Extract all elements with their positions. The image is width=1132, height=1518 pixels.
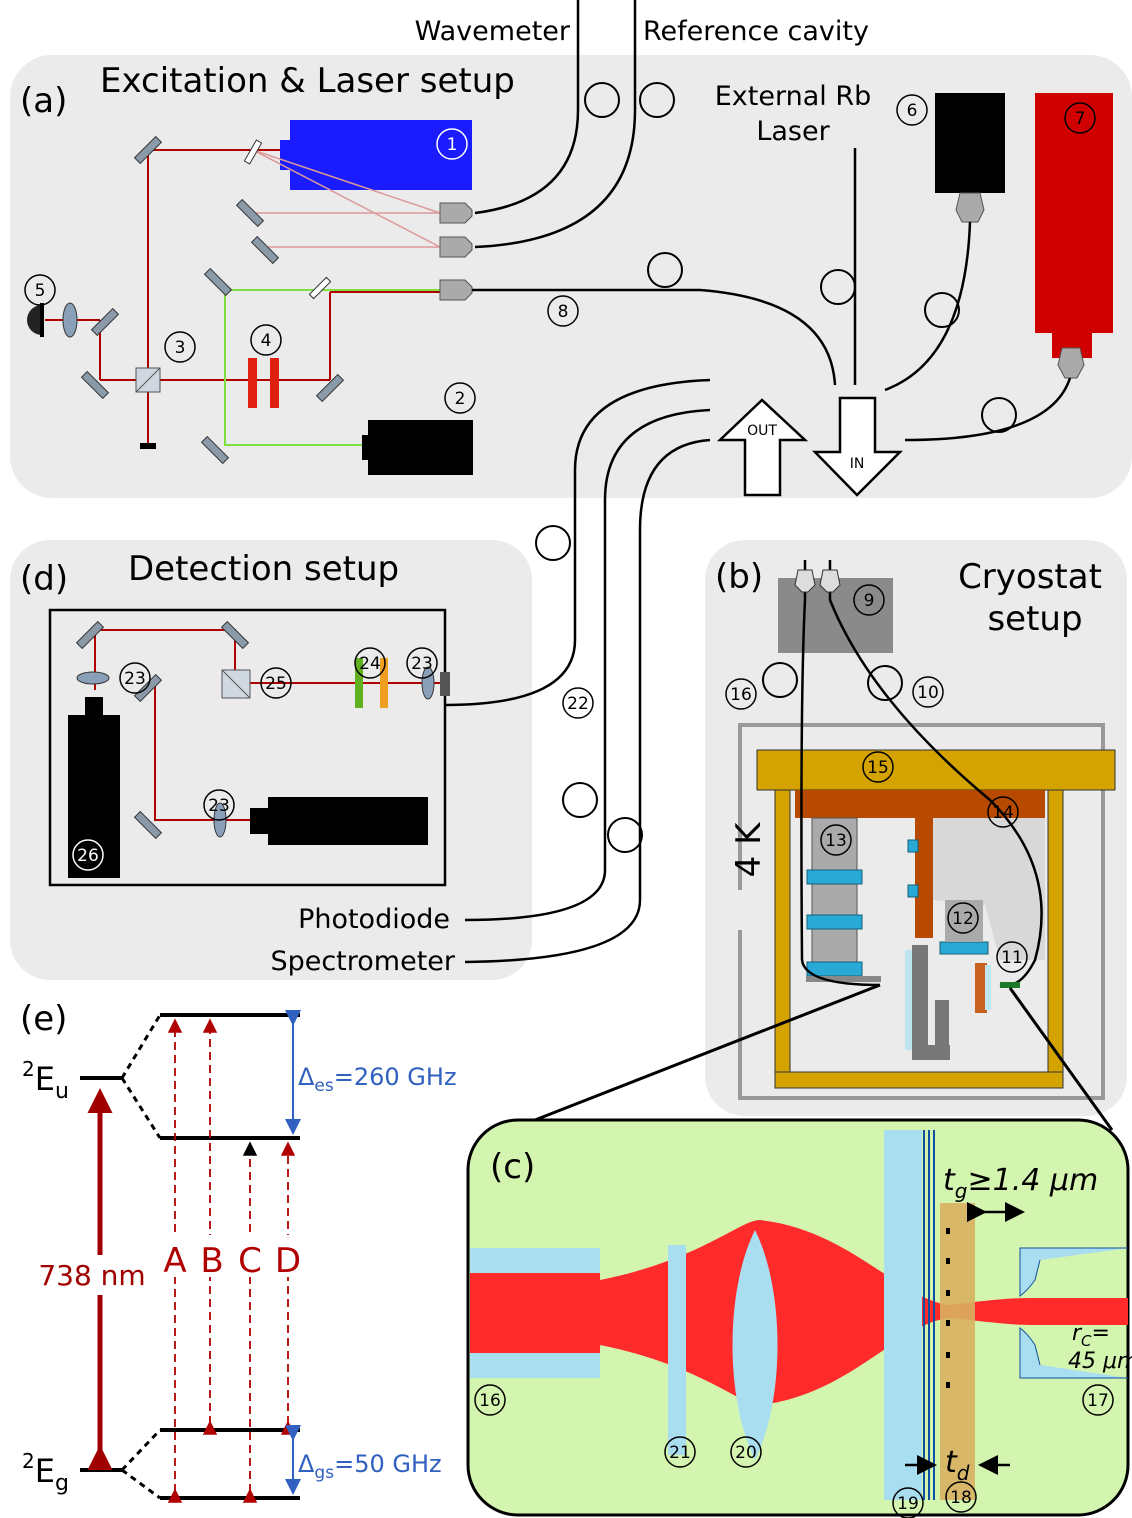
panel-tag: (c): [490, 1147, 535, 1187]
laser: [368, 420, 473, 475]
marker-label: 10: [917, 683, 939, 703]
marker-label: 21: [669, 1443, 691, 1463]
marker-label: 14: [992, 803, 1014, 823]
transition-label: D: [275, 1241, 301, 1281]
marker-label: 23: [124, 669, 146, 689]
label: 738 nm: [38, 1259, 145, 1292]
marker-label: 11: [1001, 948, 1023, 968]
marker-label: 9: [864, 591, 875, 611]
label: Wavemeter: [415, 16, 571, 47]
figure: Wavemeter Reference cavity (a) Excitatio…: [0, 0, 1132, 1518]
marker-label: 16: [730, 685, 752, 705]
marker-label: 17: [1087, 1391, 1109, 1411]
panel-title: Excitation & Laser setup: [100, 61, 515, 101]
label: 45 μm: [1068, 1349, 1132, 1374]
marker-label: 23: [208, 796, 230, 816]
marker-label: 3: [175, 338, 186, 358]
marker-label: 13: [825, 831, 847, 851]
transition-label: A: [163, 1241, 186, 1281]
label: 4 K: [729, 821, 769, 877]
marker-label: 7: [1075, 109, 1086, 129]
marker-label: 20: [735, 1443, 757, 1463]
label: External Rb: [715, 81, 872, 112]
panel-tag: (b): [715, 557, 763, 597]
label: IN: [850, 456, 865, 472]
label: Reference cavity: [643, 16, 869, 47]
panel-tag: (d): [20, 559, 68, 599]
panel-title: Detection setup: [128, 549, 399, 589]
marker-label: 26: [77, 846, 99, 866]
marker-label: 23: [411, 654, 433, 674]
marker-label: 19: [897, 1494, 919, 1514]
marker-label: 6: [907, 101, 918, 121]
marker-label: 12: [952, 909, 974, 929]
marker-label: 15: [867, 758, 889, 778]
panel-title: Cryostat: [958, 557, 1102, 597]
label: Δgs=50 GHz: [298, 1450, 442, 1483]
label: Laser: [756, 116, 830, 147]
label: rC=: [1072, 1321, 1110, 1350]
label: OUT: [747, 423, 777, 439]
label: Δes=260 GHz: [298, 1063, 457, 1096]
transition-label: C: [238, 1241, 262, 1281]
panel-title: setup: [987, 599, 1082, 639]
panel-tag: (a): [20, 81, 67, 121]
marker-label: 5: [35, 281, 46, 301]
panel-tag: (e): [20, 999, 67, 1039]
label: Photodiode: [298, 904, 450, 935]
marker-label: 1: [447, 135, 458, 155]
level-label: 2Eu: [22, 1057, 69, 1104]
marker-label: 2: [455, 389, 466, 409]
label: Spectrometer: [270, 946, 455, 977]
level-label: 2Eg: [22, 1449, 69, 1496]
marker-label: 26: [399, 816, 421, 836]
marker-label: 4: [261, 331, 272, 351]
transition-label: B: [200, 1241, 223, 1281]
marker-label: 18: [950, 1488, 972, 1508]
marker-label: 24: [359, 654, 381, 674]
marker-label: 16: [479, 1391, 501, 1411]
marker-label: 22: [567, 694, 589, 714]
marker-label: 8: [558, 302, 569, 322]
marker-label: 25: [265, 674, 287, 694]
